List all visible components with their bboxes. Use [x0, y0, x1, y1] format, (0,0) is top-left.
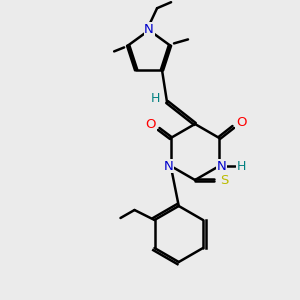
Text: N: N — [144, 23, 154, 36]
Text: N: N — [164, 160, 174, 172]
Text: H: H — [237, 160, 246, 172]
Text: O: O — [236, 116, 247, 128]
Text: S: S — [220, 173, 228, 187]
Text: H: H — [150, 92, 160, 104]
Text: N: N — [216, 160, 226, 172]
Text: O: O — [146, 118, 156, 130]
